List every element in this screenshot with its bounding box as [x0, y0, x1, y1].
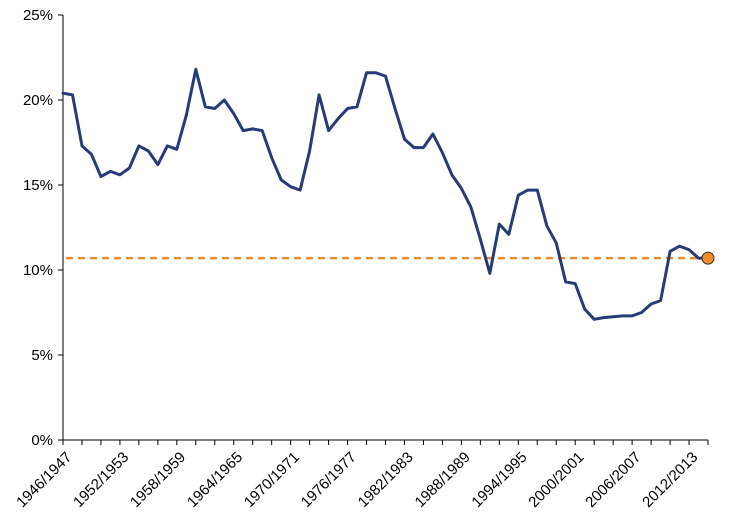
y-tick-label: 0%: [31, 432, 53, 449]
x-tick-label: 2000/2001: [525, 449, 587, 511]
highlight-point: [701, 251, 715, 265]
x-tick-label: 1982/1983: [355, 449, 417, 511]
x-tick-label: 1958/1959: [127, 449, 189, 511]
plot-area: [61, 67, 715, 321]
x-tick-label: 1976/1977: [298, 449, 360, 511]
y-tick-label: 10%: [23, 262, 53, 279]
x-tick-label: 1970/1971: [241, 449, 303, 511]
x-tick-label: 1952/1953: [70, 449, 132, 511]
y-tick-label: 15%: [23, 177, 53, 194]
y-axis: 0% 5% 10% 15% 20% 25%: [23, 7, 64, 449]
x-tick-label: 2012/2013: [639, 449, 701, 511]
x-tick-label: 1946/1947: [13, 449, 75, 511]
x-axis: 1946/19471952/19531958/19591964/19651970…: [13, 439, 709, 511]
y-tick-label: 20%: [23, 92, 53, 109]
x-tick-label: 2006/2007: [582, 449, 644, 511]
series-line: [61, 67, 710, 321]
y-tick-label: 25%: [23, 7, 53, 24]
y-tick-label: 5%: [31, 347, 53, 364]
x-tick-label: 1994/1995: [468, 449, 530, 511]
x-tick-label: 1964/1965: [184, 449, 246, 511]
x-tick-label: 1988/1989: [412, 449, 474, 511]
